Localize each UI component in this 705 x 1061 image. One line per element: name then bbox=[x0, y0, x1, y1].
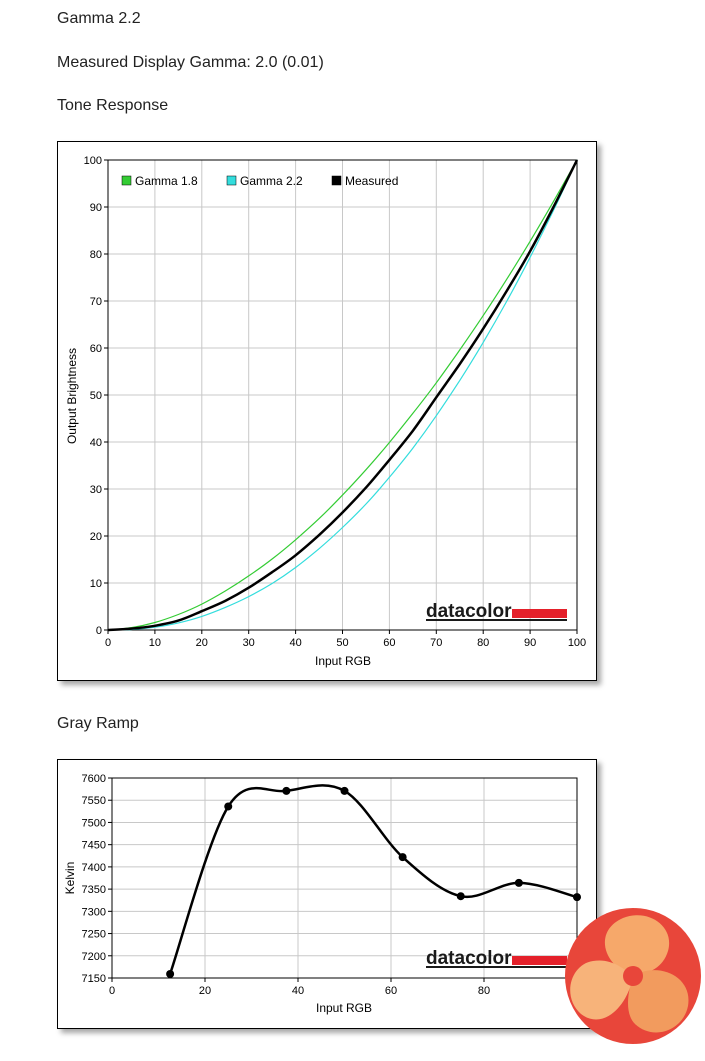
gray-y-tick-label: 7450 bbox=[82, 840, 106, 852]
gray-ramp-plot: 020406080100 715072007250730073507400745… bbox=[63, 773, 586, 1015]
gray-y-tick-label: 7150 bbox=[82, 973, 106, 985]
legend-swatch-measured bbox=[331, 175, 342, 186]
datacolor-wordmark-gray: datacolor bbox=[426, 948, 512, 969]
gray-data-point bbox=[456, 892, 465, 901]
tone-x-tick-label: 20 bbox=[196, 637, 208, 649]
gray-data-point bbox=[573, 893, 581, 902]
tone-y-ticks: 0 10 20 30 40 50 60 70 80 90 100 bbox=[84, 155, 108, 637]
gray-y-tick-label: 7250 bbox=[82, 929, 106, 941]
gray-x-tick-label: 20 bbox=[199, 985, 211, 997]
tone-series-gamma-2-2-line bbox=[107, 159, 578, 631]
tone-y-tick-label: 40 bbox=[90, 437, 102, 449]
tone-x-tick-label: 80 bbox=[477, 637, 489, 649]
tone-y-axis-title: Output Brightness bbox=[65, 348, 79, 444]
legend-swatch-gamma18 bbox=[121, 175, 132, 186]
tone-series-measured-line bbox=[107, 159, 579, 632]
logo-triskele bbox=[570, 915, 689, 1033]
gray-y-tick-label: 7400 bbox=[82, 862, 106, 874]
gray-x-tick-label: 60 bbox=[385, 985, 397, 997]
gray-data-point bbox=[340, 786, 349, 795]
gray-x-tick-label: 0 bbox=[109, 985, 115, 997]
gray-series-line bbox=[166, 784, 581, 978]
tone-x-tick-label: 100 bbox=[568, 637, 586, 649]
tone-response-heading: Tone Response bbox=[57, 97, 169, 114]
gray-data-point bbox=[514, 878, 523, 887]
gray-data-point bbox=[166, 970, 175, 978]
tone-x-tick-label: 70 bbox=[430, 637, 442, 649]
gray-data-point bbox=[224, 802, 233, 811]
tone-y-tick-label: 90 bbox=[90, 202, 102, 214]
tone-y-tick-label: 80 bbox=[90, 249, 102, 261]
gray-grid bbox=[111, 777, 578, 979]
tone-y-tick-label: 10 bbox=[90, 578, 102, 590]
legend-item-gamma18: Gamma 1.8 bbox=[121, 174, 198, 188]
tone-x-ticks: 0 10 20 30 40 50 60 70 80 90 100 bbox=[105, 630, 586, 649]
gray-y-tick-label: 7200 bbox=[82, 951, 106, 963]
tone-y-tick-label: 20 bbox=[90, 531, 102, 543]
tone-x-tick-label: 10 bbox=[149, 637, 161, 649]
legend-label-measured: Measured bbox=[345, 174, 398, 188]
gray-x-ticks: 020406080100 bbox=[109, 978, 586, 997]
datacolor-wordmark: datacolor bbox=[426, 601, 512, 622]
legend-label-gamma22: Gamma 2.2 bbox=[240, 174, 303, 188]
gray-y-tick-label: 7500 bbox=[82, 817, 106, 829]
tone-response-chart: 0 10 20 30 40 50 60 70 80 90 100 0 10 20 30 40 50 60 70 80… bbox=[57, 141, 597, 681]
tone-y-tick-label: 50 bbox=[90, 390, 102, 402]
tone-legend: Gamma 1.8 Gamma 2.2 Measured bbox=[121, 174, 398, 188]
gray-y-ticks: 7150 7200 7250 7300 7350 7400 7450 7500 7550 7600 bbox=[82, 773, 112, 985]
gray-plot-area bbox=[112, 778, 577, 978]
gray-y-tick-label: 7300 bbox=[82, 906, 106, 918]
tone-series-gamma-1-8-line bbox=[107, 159, 578, 631]
gray-x-tick-label: 80 bbox=[478, 985, 490, 997]
datacolor-underline bbox=[426, 619, 567, 621]
legend-label-gamma18: Gamma 1.8 bbox=[135, 174, 198, 188]
datacolor-watermark-gray: datacolor bbox=[426, 948, 567, 969]
datacolor-red-bar bbox=[512, 609, 567, 618]
gray-series-measured-line bbox=[168, 784, 578, 975]
tone-y-tick-label: 60 bbox=[90, 343, 102, 355]
legend-item-gamma22: Gamma 2.2 bbox=[226, 174, 303, 188]
legend-swatch-gamma22 bbox=[226, 175, 237, 186]
tone-response-plot: 0 10 20 30 40 50 60 70 80 90 100 0 10 20 30 40 50 60 70 80… bbox=[65, 155, 586, 668]
gray-y-tick-label: 7550 bbox=[82, 795, 106, 807]
legend-item-measured: Measured bbox=[331, 174, 398, 188]
site-logo-icon bbox=[565, 908, 701, 1044]
gray-y-tick-label: 7600 bbox=[82, 773, 106, 785]
datacolor-watermark: datacolor bbox=[426, 601, 567, 622]
tone-y-tick-label: 0 bbox=[96, 625, 102, 637]
tone-x-tick-label: 30 bbox=[243, 637, 255, 649]
tone-y-tick-label: 100 bbox=[84, 155, 102, 167]
gray-ramp-chart: 020406080100 715072007250730073507400745… bbox=[57, 759, 597, 1029]
datacolor-underline-gray bbox=[426, 966, 567, 968]
tone-y-tick-label: 70 bbox=[90, 296, 102, 308]
datacolor-red-bar-gray bbox=[512, 956, 567, 965]
gray-data-point bbox=[282, 786, 291, 795]
measured-gamma-text: Measured Display Gamma: 2.0 (0.01) bbox=[57, 54, 324, 71]
tone-x-tick-label: 60 bbox=[383, 637, 395, 649]
tone-grid bbox=[107, 159, 578, 631]
gray-x-axis-title: Input RGB bbox=[316, 1001, 372, 1015]
tone-x-tick-label: 50 bbox=[336, 637, 348, 649]
gray-plot-border bbox=[111, 777, 578, 979]
tone-x-tick-label: 0 bbox=[105, 637, 111, 649]
gray-data-point bbox=[398, 853, 407, 862]
gray-y-tick-label: 7350 bbox=[82, 884, 106, 896]
tone-x-tick-label: 90 bbox=[524, 637, 536, 649]
tone-x-axis-title: Input RGB bbox=[315, 654, 371, 668]
gray-ramp-heading: Gray Ramp bbox=[57, 715, 139, 732]
tone-y-tick-label: 30 bbox=[90, 484, 102, 496]
tone-x-tick-label: 40 bbox=[289, 637, 301, 649]
gray-y-axis-title: Kelvin bbox=[63, 862, 77, 895]
tone-series-lines bbox=[107, 159, 579, 632]
gamma-target-heading: Gamma 2.2 bbox=[57, 10, 141, 27]
gray-x-tick-label: 40 bbox=[292, 985, 304, 997]
